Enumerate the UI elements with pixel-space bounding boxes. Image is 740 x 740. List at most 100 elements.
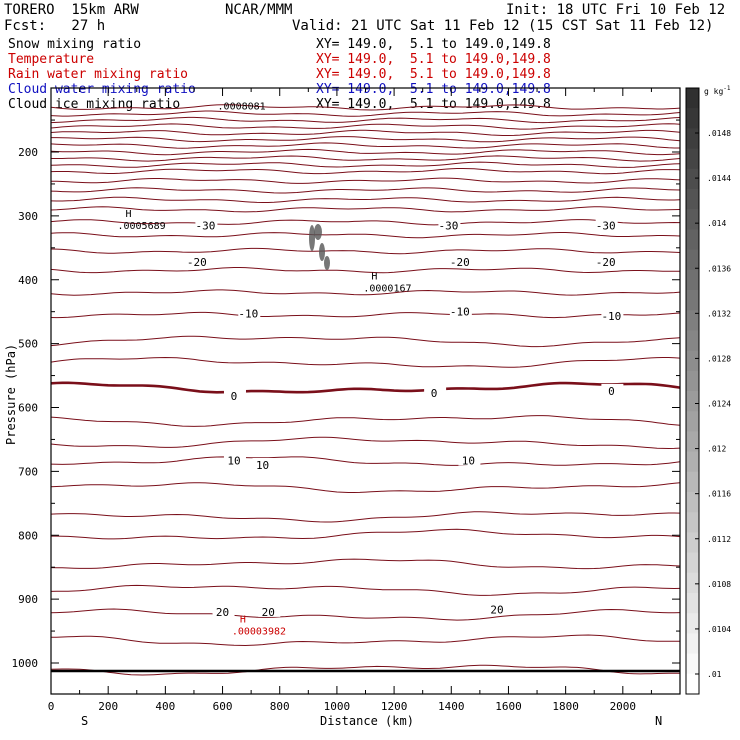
colorbar-cell [686, 209, 699, 230]
contour-label-bg [212, 604, 235, 617]
maximum-marker: H [125, 209, 131, 220]
isotherm-line [50, 219, 681, 226]
colorbar-cell [686, 88, 699, 109]
maximum-value: .0000167 [363, 284, 411, 295]
isotherm-line [50, 356, 681, 368]
colorbar-cell [686, 593, 699, 614]
isotherm-line [50, 511, 681, 523]
y-tick-label: 300 [18, 210, 38, 223]
cloud-ice-shading [319, 243, 325, 261]
model-title: TORERO 15km ARW [4, 2, 139, 18]
x-tick-label: 200 [98, 700, 118, 713]
isotherm-line [51, 634, 680, 647]
colorbar-tick-label: .0124 [707, 400, 731, 409]
isotherm-line [50, 664, 680, 676]
contour-label-bg [595, 218, 618, 231]
isotherm-line [50, 161, 681, 168]
contour-label-bg [601, 309, 624, 322]
contour-label-bg [223, 453, 246, 466]
contour-label-bg [449, 304, 472, 317]
y-tick-label: 500 [18, 338, 38, 351]
center-title: NCAR/MMM [225, 2, 293, 18]
cloud-ice-shading [314, 224, 322, 240]
isotherm-line [50, 110, 681, 117]
contour-label-bg [238, 306, 261, 319]
isotherm-line [50, 289, 681, 296]
colorbar-cell [686, 229, 699, 251]
isotherm-line [50, 196, 681, 203]
colorbar-cell [686, 350, 699, 372]
colorbar-cell [686, 370, 699, 392]
colorbar-cell [686, 653, 699, 675]
xy-temperature: XY= 149.0, 5.1 to 149.0,149.8 [316, 52, 551, 67]
x-tick-label: 1400 [438, 700, 465, 713]
x-tick-label: 800 [270, 700, 290, 713]
isotherm-line [50, 247, 681, 255]
xy-rain: XY= 149.0, 5.1 to 149.0,149.8 [316, 67, 551, 82]
colorbar-cell [686, 492, 699, 513]
isotherm-line [50, 142, 680, 149]
x-tick-label: 0 [48, 700, 55, 713]
isotherm-line [50, 168, 681, 175]
contour-label-bg [487, 602, 510, 615]
valid-time: Valid: 21 UTC Sat 11 Feb 12 (15 CST Sat … [292, 18, 714, 34]
isotherm-line [50, 608, 681, 621]
temperature-contour-label: 10 [256, 459, 269, 472]
colorbar-tick-label: .0112 [707, 535, 731, 544]
isotherm-line [50, 558, 681, 570]
init-time: Init: 18 UTC Fri 10 Feb 12 [506, 2, 726, 18]
contour-label-bg [438, 218, 461, 231]
colorbar-cell [686, 128, 699, 150]
y-tick-label: 600 [18, 402, 38, 415]
y-tick-label: 900 [18, 593, 38, 606]
isotherm-line [50, 335, 681, 348]
colorbar-frame [685, 87, 700, 695]
maximum-marker: H [240, 615, 246, 626]
temperature-contour-label: 20 [262, 606, 275, 619]
isotherm-line [51, 528, 681, 540]
colorbar-tick-label: .0116 [707, 490, 731, 499]
colorbar-cell [686, 451, 699, 473]
x-tick-label: 2000 [610, 700, 637, 713]
x-tick-label: 1800 [552, 700, 579, 713]
contour-label-bg [186, 254, 209, 267]
colorbar-tick-label: .0136 [707, 264, 731, 273]
colorbar-cell [686, 512, 699, 533]
temperature-contour-label: -30 [438, 219, 458, 232]
colorbar-cell [686, 330, 699, 352]
colorbar-cell [686, 673, 699, 695]
isotherm-line [50, 232, 681, 239]
colorbar-cell [686, 431, 699, 453]
isotherm-line [50, 456, 681, 466]
colorbar-cell [686, 310, 699, 331]
colorbar-tick-label: .0148 [707, 129, 731, 138]
isotherm-line [50, 187, 681, 194]
isotherm-line [50, 129, 681, 136]
temperature-contour-label: 20 [216, 606, 229, 619]
maximum-value: .00003982 [232, 627, 286, 638]
colorbar-tick-label: .0104 [707, 625, 731, 634]
y-axis-label: Pressure (hPa) [4, 344, 18, 445]
isotherm-line [51, 155, 681, 162]
colorbar-cell [686, 168, 699, 190]
isotherm-line [50, 584, 681, 596]
field-rain: Rain water mixing ratio [8, 67, 189, 82]
isotherm-line [50, 116, 681, 124]
field-snow: Snow mixing ratio [8, 37, 142, 52]
temperature-contour-label: -10 [450, 306, 470, 319]
temperature-contour-label: -20 [596, 256, 616, 269]
colorbar-tick-label: .0144 [707, 174, 731, 183]
axes: 0 200 400 600 800 1000 1200 1400 1600 1800 2000200… [12, 88, 680, 713]
xy-cloud-ice: XY= 149.0, 5.1 to 149.0,149.8 [316, 97, 551, 112]
isotherm-line [50, 104, 681, 111]
colorbar-cell [686, 391, 699, 412]
colorbar-cell [686, 249, 699, 271]
temperature-contour-label: -20 [187, 256, 207, 269]
maximum-marker: H [371, 272, 377, 283]
isotherm-line [50, 267, 681, 274]
colorbar-cell [686, 269, 699, 291]
temperature-contour-label: -30 [596, 219, 616, 232]
colorbar-cell [686, 633, 699, 655]
colorbar-cell [686, 290, 699, 311]
contour-label-bg [595, 254, 618, 267]
